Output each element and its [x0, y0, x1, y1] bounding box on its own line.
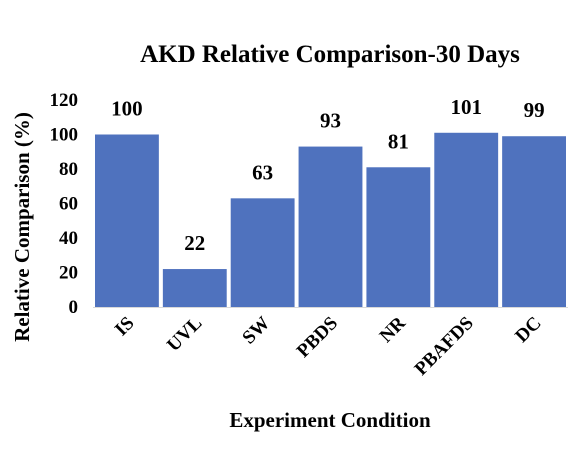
y-tick-label: 0: [69, 297, 79, 318]
bar-sw: [230, 198, 295, 307]
y-tick-label: 120: [50, 90, 79, 111]
x-tick-label: DC: [511, 313, 545, 347]
x-tick-label: PBDS: [293, 313, 342, 362]
data-label: 22: [184, 231, 205, 255]
chart-title: AKD Relative Comparison-30 Days: [140, 41, 520, 68]
bar-pbds: [298, 146, 363, 307]
x-axis-label: Experiment Condition: [229, 408, 431, 432]
y-tick-label: 60: [59, 194, 78, 215]
y-tick-label: 100: [50, 125, 79, 146]
bars: [95, 132, 566, 307]
data-label: 101: [450, 95, 482, 119]
data-labels: 100 22 63 93 81 101 99: [111, 95, 544, 255]
x-tick-label: UVL: [163, 313, 206, 356]
x-tick-label: NR: [376, 312, 410, 346]
x-tick-label: PBAFDS: [411, 313, 478, 380]
y-tick-label: 20: [59, 263, 78, 284]
x-axis-ticks: IS UVL SW PBDS NR PBAFDS DC: [111, 312, 546, 379]
bar-is: [95, 134, 159, 307]
data-label: 63: [252, 160, 273, 184]
x-tick-label: IS: [111, 313, 139, 341]
bar-uvl: [162, 269, 227, 307]
data-label: 93: [320, 109, 341, 133]
data-label: 81: [388, 129, 409, 153]
y-axis-label: Relative Comparison (%): [10, 112, 34, 342]
data-label: 99: [524, 98, 545, 122]
bar-nr: [366, 167, 431, 307]
data-label: 100: [111, 97, 143, 121]
bar-pbafds: [434, 132, 499, 307]
y-tick-label: 40: [59, 228, 78, 249]
y-tick-label: 80: [59, 159, 78, 180]
y-axis-ticks: 0 20 40 60 80 100 120: [50, 90, 79, 318]
x-tick-label: SW: [238, 313, 274, 349]
bar-dc: [502, 136, 566, 307]
